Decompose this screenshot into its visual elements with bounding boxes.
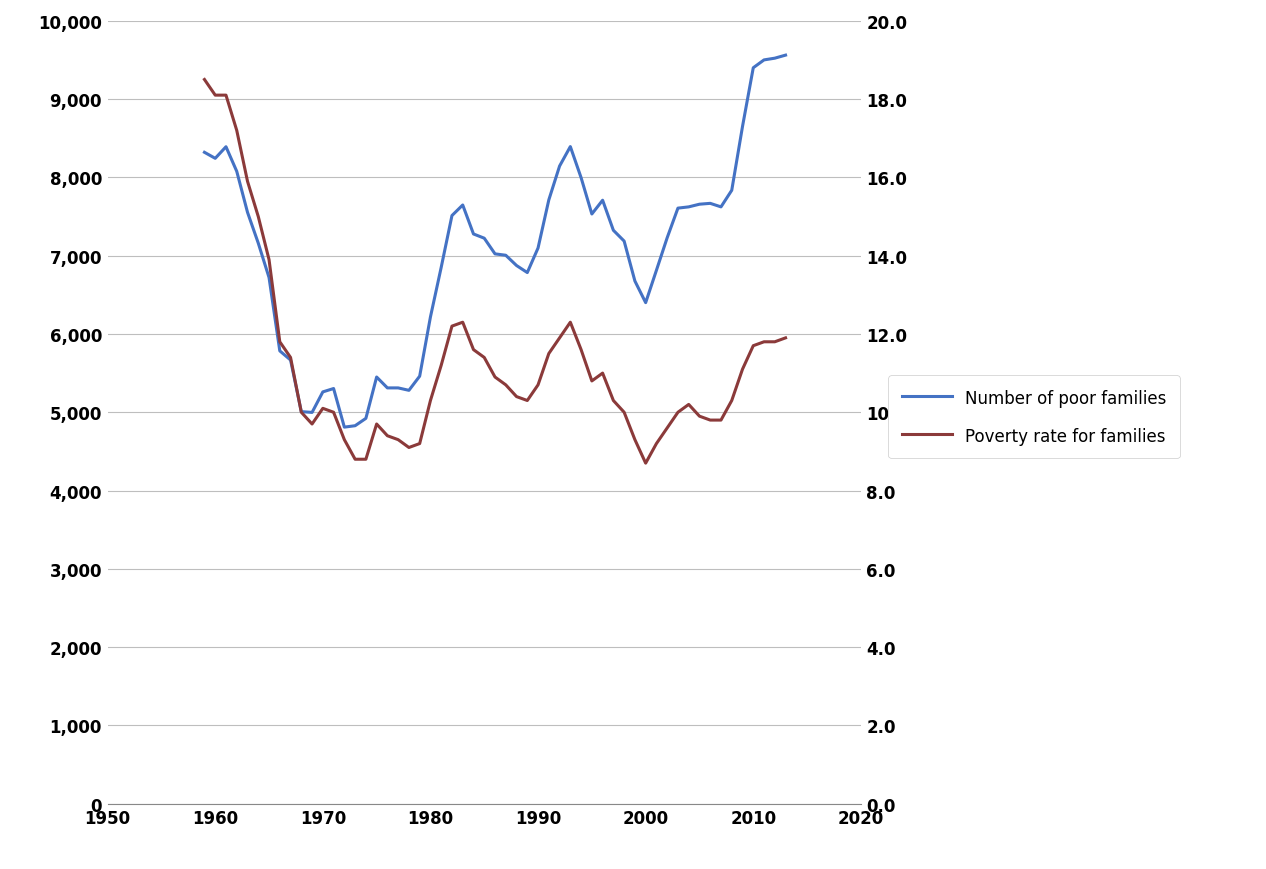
Number of poor families (724, 186, 739, 196)
Number of poor families (304, 408, 319, 418)
Poverty rate for families (413, 439, 428, 449)
Number of poor families (767, 54, 782, 64)
Legend: Number of poor families, Poverty rate for families: Number of poor families, Poverty rate fo… (889, 375, 1180, 459)
Number of poor families (196, 148, 211, 158)
Number of poor families (347, 421, 362, 431)
Poverty rate for families (767, 337, 782, 348)
Number of poor families (337, 422, 352, 433)
Poverty rate for families (261, 255, 276, 266)
Number of poor families (423, 312, 438, 322)
Line: Poverty rate for families: Poverty rate for families (204, 80, 785, 464)
Poverty rate for families (777, 333, 793, 343)
Line: Number of poor families: Number of poor families (204, 56, 785, 428)
Number of poor families (261, 273, 276, 283)
Poverty rate for families (724, 395, 739, 406)
Poverty rate for families (196, 75, 211, 85)
Poverty rate for families (304, 419, 319, 429)
Poverty rate for families (337, 434, 352, 445)
Number of poor families (777, 51, 793, 62)
Poverty rate for families (638, 459, 653, 469)
